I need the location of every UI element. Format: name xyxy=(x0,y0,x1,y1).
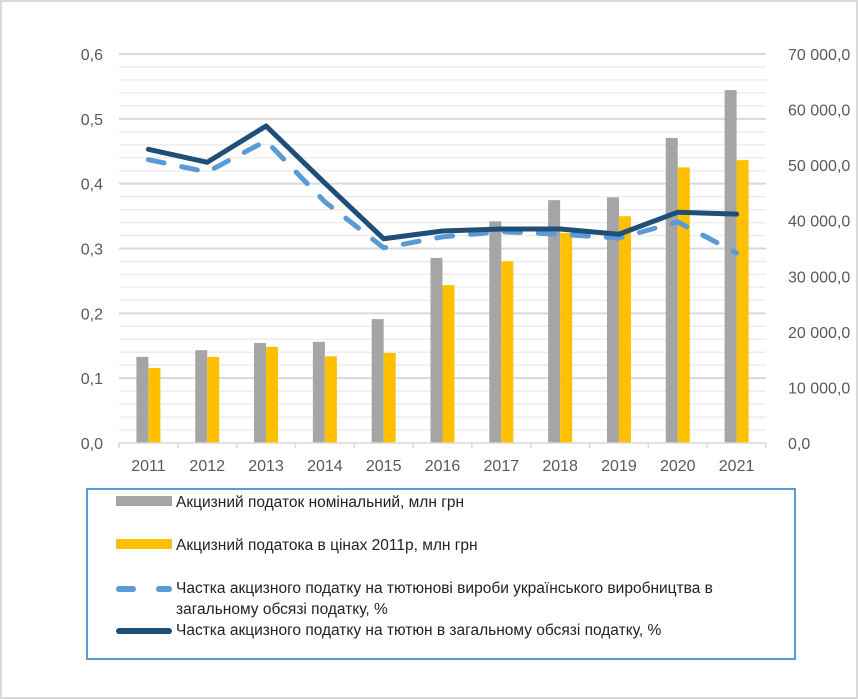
bar-nominal-2012 xyxy=(195,350,208,443)
legend-label: Акцизний податока в цінах 2011р, млн грн xyxy=(176,537,478,554)
legend-item-domestic-share: Частка акцизного податку на тютюнові вир… xyxy=(88,578,786,620)
bar-nominal-2020 xyxy=(665,137,678,444)
x-axis-tick-label: 2016 xyxy=(425,458,461,475)
right-axis-tick-label: 20 000,0 xyxy=(788,325,850,342)
bar-real-2021 xyxy=(736,160,749,444)
x-axis-tick-label: 2013 xyxy=(248,458,284,475)
x-axis-tick-label: 2015 xyxy=(366,458,402,475)
left-axis-tick-label: 0,5 xyxy=(81,112,103,129)
left-axis-tick-label: 0,1 xyxy=(81,371,103,388)
right-axis-tick-label: 30 000,0 xyxy=(788,269,850,286)
left-axis-tick-label: 0,3 xyxy=(81,242,103,259)
bars xyxy=(136,90,749,444)
left-axis-tick-label: 0,0 xyxy=(81,436,103,453)
bar-real-2017 xyxy=(501,261,514,443)
bar-real-2018 xyxy=(560,232,573,443)
legend: Акцизний податок номінальний, млн грн Ак… xyxy=(86,488,796,660)
legend-swatch-yellow xyxy=(116,535,172,556)
legend-swatch-dashed xyxy=(116,578,172,599)
bar-nominal-2014 xyxy=(312,341,325,443)
bar-nominal-2013 xyxy=(254,342,267,443)
legend-item-nominal: Акцизний податок номінальний, млн грн xyxy=(88,492,786,513)
bar-nominal-2011 xyxy=(136,356,149,443)
x-axis-tick-label: 2021 xyxy=(719,458,755,475)
left-axis-tick-label: 0,2 xyxy=(81,306,103,323)
legend-label: Акцизний податок номінальний, млн грн xyxy=(176,494,465,511)
bar-nominal-2019 xyxy=(606,197,619,443)
right-axis-tick-label: 50 000,0 xyxy=(788,158,850,175)
bar-real-2013 xyxy=(266,346,279,443)
lines xyxy=(145,123,740,256)
legend-item-tobacco-share: Частка акцизного податку на тютюн в зага… xyxy=(88,620,786,641)
bar-real-2016 xyxy=(442,285,455,443)
legend-label: Частка акцизного податку на тютюнові вир… xyxy=(176,580,713,618)
legend-swatch-gray xyxy=(116,492,172,513)
right-axis-tick-label: 60 000,0 xyxy=(788,103,850,120)
x-axis-tick-label: 2011 xyxy=(131,458,166,475)
axes: 0,0 0,1 0,2 0,3 0,4 0,5 0,6 0,0 10 000,0 20 000,0… xyxy=(81,47,851,475)
bar-real-2019 xyxy=(618,216,631,443)
left-axis-tick-label: 0,4 xyxy=(81,177,103,194)
x-axis-tick-label: 2012 xyxy=(189,458,225,475)
bar-real-2015 xyxy=(383,352,396,443)
bar-nominal-2015 xyxy=(371,319,384,443)
x-axis-tick-label: 2019 xyxy=(601,458,637,475)
bar-real-2011 xyxy=(148,367,161,443)
legend-label: Частка акцизного податку на тютюн в зага… xyxy=(176,622,662,639)
right-axis-tick-label: 0,0 xyxy=(788,436,810,453)
bar-nominal-2021 xyxy=(724,90,737,443)
bar-nominal-2018 xyxy=(548,200,561,443)
x-axis-tick-label: 2017 xyxy=(484,458,520,475)
series-line-tobacco-share xyxy=(145,123,740,242)
legend-item-real: Акцизний податока в цінах 2011р, млн грн xyxy=(88,535,786,556)
right-axis-tick-label: 70 000,0 xyxy=(788,47,850,64)
bar-real-2020 xyxy=(677,167,690,443)
legend-swatch-solid xyxy=(116,620,172,641)
x-axis-tick-label: 2020 xyxy=(660,458,696,475)
right-axis-tick-label: 10 000,0 xyxy=(788,380,850,397)
left-axis-tick-label: 0,6 xyxy=(81,47,103,64)
bar-nominal-2016 xyxy=(430,257,443,443)
x-axis-tick-label: 2018 xyxy=(542,458,578,475)
bar-real-2014 xyxy=(324,356,337,443)
x-axis-tick-label: 2014 xyxy=(307,458,343,475)
bar-real-2012 xyxy=(207,356,220,443)
bar-nominal-2017 xyxy=(489,221,502,443)
right-axis-tick-label: 40 000,0 xyxy=(788,214,850,231)
series-line-domestic-share xyxy=(145,138,740,256)
